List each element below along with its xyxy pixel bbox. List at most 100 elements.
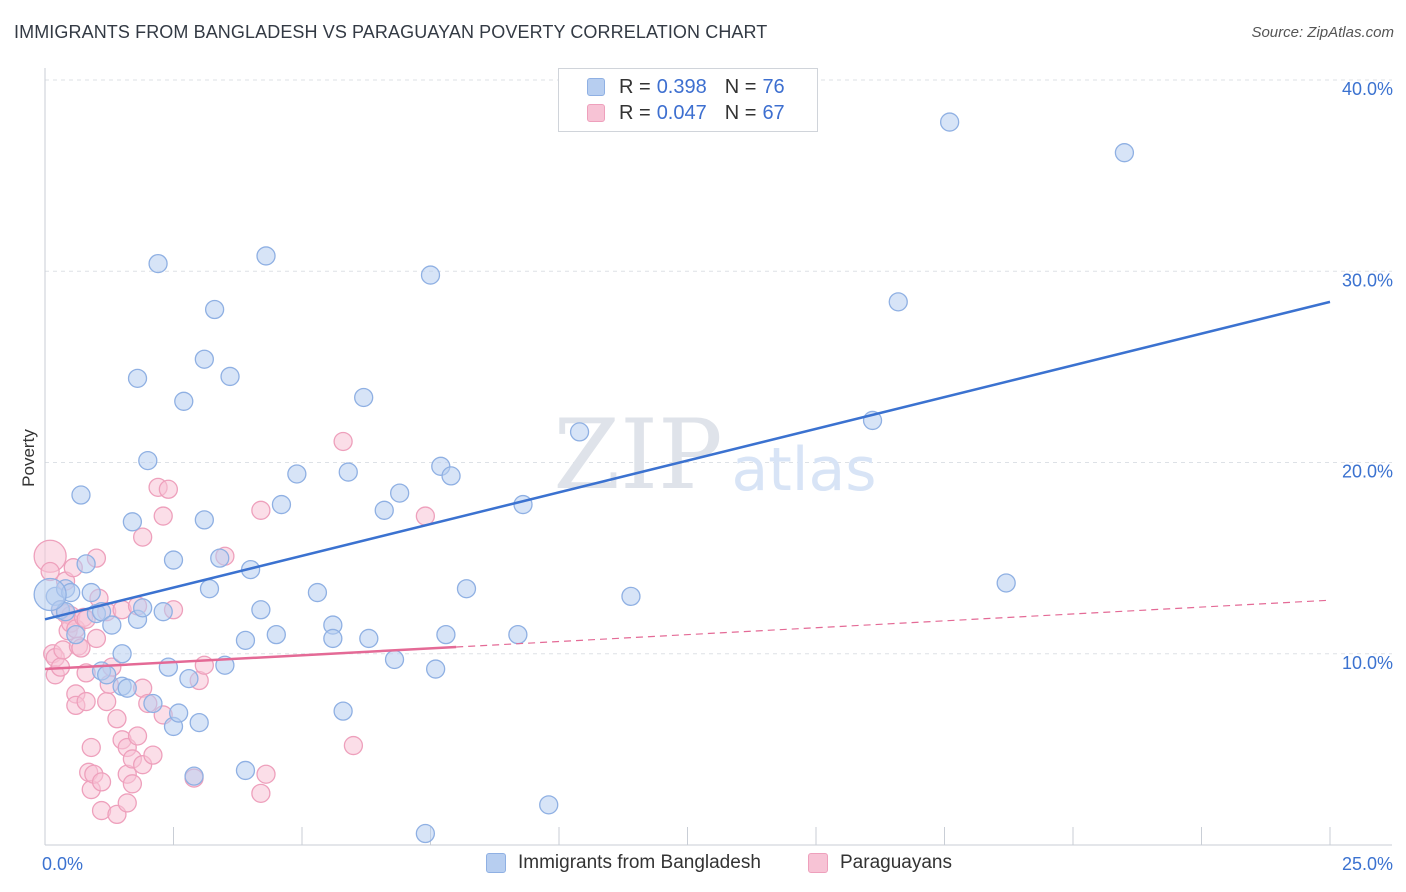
bangladesh-point — [158, 657, 179, 677]
bangladesh-point — [390, 483, 410, 503]
bangladesh-point — [153, 602, 173, 622]
r-value: 0.398 — [656, 75, 707, 98]
bangladesh-point — [189, 712, 209, 733]
r-label: R = — [619, 101, 651, 124]
tick-labels: 10.0% 20.0% 30.0% 40.0% 0.0% 25.0% — [42, 79, 1393, 874]
paraguayan-point — [40, 561, 60, 582]
bangladesh-point — [513, 494, 533, 515]
bangladesh-point — [415, 823, 436, 844]
bangladesh-point — [174, 391, 194, 411]
trend-lines — [44, 300, 1331, 671]
bangladesh-trend-line — [44, 300, 1331, 621]
bangladesh-point — [210, 548, 230, 568]
r-label: R = — [619, 75, 651, 98]
y-tick-label: 30.0% — [1342, 270, 1393, 290]
bangladesh-point — [338, 462, 358, 482]
paraguayan-trend-line — [44, 645, 457, 671]
bangladesh-point — [148, 253, 168, 274]
paraguayan-point — [86, 628, 107, 649]
watermark-atlas: atlas — [732, 435, 877, 505]
correlation-legend: R = 0.398 N = 76 R = 0.047 N = 67 — [558, 68, 818, 132]
bangladesh-point — [81, 582, 101, 603]
x-tick-label: 0.0% — [42, 854, 83, 874]
paraguayan-point — [333, 431, 353, 452]
bangladesh-point — [420, 265, 441, 285]
paraguayan-point — [76, 691, 96, 712]
bangladesh-point — [194, 349, 214, 369]
paraguayan-point — [251, 783, 271, 804]
paraguayan-point — [133, 527, 153, 547]
bangladesh-point — [122, 512, 143, 532]
bangladesh-point — [539, 795, 559, 815]
n-value: 67 — [762, 101, 785, 124]
bangladesh-point — [271, 494, 292, 515]
legend-item-bangladesh[interactable]: Immigrants from Bangladesh — [486, 852, 761, 874]
bangladesh-point — [374, 500, 394, 520]
bangladesh-point — [996, 573, 1016, 593]
paraguayan-point — [153, 506, 173, 526]
bangladesh-point — [112, 644, 132, 664]
bangladesh-point — [235, 760, 256, 781]
bangladesh-point — [235, 630, 256, 651]
bangladesh-point — [569, 422, 590, 442]
watermark-zip: ZIP — [553, 399, 722, 511]
bangladesh-point — [168, 703, 189, 723]
y-axis-label: Poverty — [19, 429, 38, 487]
paraguayan-point — [107, 709, 127, 729]
bangladesh-point — [425, 659, 446, 679]
bangladesh-point — [1114, 143, 1135, 163]
bangladesh-point — [888, 292, 908, 312]
bangladesh-point — [307, 582, 328, 603]
bangladesh-point — [184, 766, 204, 786]
bangladesh-point — [256, 246, 276, 266]
legend-label-paraguayans: Paraguayans — [840, 852, 952, 873]
bangladesh-point — [117, 678, 137, 698]
bangladesh-point — [163, 550, 184, 570]
legend-swatch-blue — [486, 853, 506, 873]
series-paraguayans — [33, 431, 436, 825]
bangladesh-point — [102, 615, 122, 635]
legend-swatch-blue — [587, 78, 605, 96]
legend-swatch-pink — [808, 853, 828, 873]
bangladesh-point — [71, 485, 91, 505]
y-tick-label: 20.0% — [1342, 462, 1393, 482]
bangladesh-point — [127, 368, 148, 389]
chart-title: IMMIGRANTS FROM BANGLADESH VS PARAGUAYAN… — [14, 22, 768, 42]
bangladesh-point — [133, 598, 153, 618]
bangladesh-point — [143, 693, 163, 714]
paraguayan-point — [117, 793, 137, 813]
bangladesh-point — [508, 624, 528, 645]
bangladesh-point — [194, 510, 214, 530]
paraguayan-trend-extension — [456, 599, 1331, 648]
paraguayan-point — [343, 735, 364, 756]
legend-row-bangladesh: R = 0.398 N = 76 — [587, 75, 785, 99]
bangladesh-point — [359, 628, 379, 649]
legend-item-paraguayans[interactable]: Paraguayans — [808, 852, 952, 874]
bangladesh-point — [441, 466, 461, 486]
bangladesh-point — [204, 299, 225, 320]
series-legend: Immigrants from Bangladesh Paraguayans — [0, 852, 1406, 878]
bangladesh-point — [199, 579, 220, 599]
bangladesh-point — [97, 665, 117, 685]
n-label: N = — [724, 101, 757, 124]
bangladesh-point — [287, 464, 307, 484]
bangladesh-point — [179, 668, 199, 689]
paraguayan-point — [122, 774, 143, 794]
bangladesh-point — [66, 624, 86, 645]
paraguayan-point — [97, 691, 117, 712]
paraguayan-point — [251, 500, 271, 520]
paraguayan-point — [91, 772, 112, 792]
bangladesh-point — [323, 628, 343, 649]
bangladesh-point — [251, 600, 271, 620]
x-tick-label: 25.0% — [1342, 854, 1393, 874]
bangladesh-point — [220, 366, 240, 387]
paraguayan-point — [256, 764, 276, 784]
legend-row-paraguayans: R = 0.047 N = 67 — [587, 101, 785, 125]
n-label: N = — [724, 75, 757, 98]
paraguayan-point — [158, 479, 179, 499]
bangladesh-point — [354, 387, 374, 408]
bangladesh-point — [939, 112, 960, 132]
bangladesh-point — [456, 579, 477, 599]
source-label: Source: ZipAtlas.com — [1251, 24, 1394, 41]
